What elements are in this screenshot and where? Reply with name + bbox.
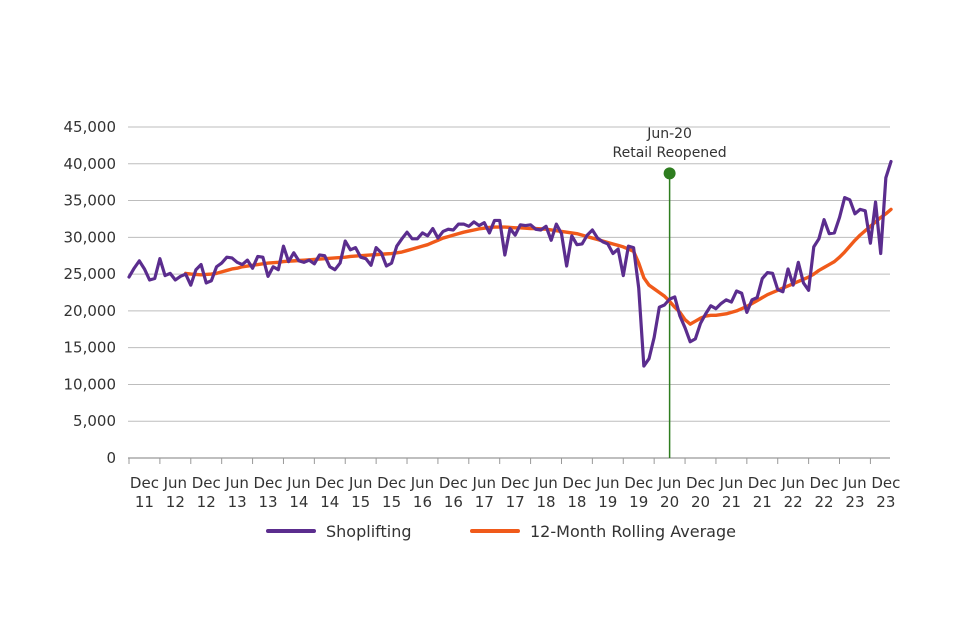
- y-tick-label: 0: [106, 449, 116, 467]
- x-tick-label-month: Dec: [810, 474, 839, 492]
- x-tick-label-month: Jun: [286, 474, 310, 492]
- x-tick-label-year: 17: [506, 493, 525, 511]
- x-tick-label-month: Jun: [595, 474, 619, 492]
- y-tick-label: 30,000: [64, 228, 117, 246]
- x-tick-label-month: Jun: [842, 474, 866, 492]
- x-tick-label-year: 12: [197, 493, 216, 511]
- y-tick-label: 40,000: [64, 155, 117, 173]
- x-tick-label-year: 11: [135, 493, 154, 511]
- x-tick-label-year: 13: [258, 493, 277, 511]
- x-tick-label-year: 23: [876, 493, 895, 511]
- series-lines: [127, 159, 893, 368]
- grid-lines: [128, 126, 890, 422]
- x-tick-label-month: Dec: [562, 474, 591, 492]
- legend: Shoplifting 12-Month Rolling Average: [266, 522, 736, 541]
- x-tick-label-month: Jun: [780, 474, 804, 492]
- x-tick-label-month: Jun: [410, 474, 434, 492]
- x-tick-label-year: 16: [444, 493, 463, 511]
- annotation-label-date: Jun-20: [646, 126, 692, 142]
- x-tick-label-month: Dec: [253, 474, 282, 492]
- x-tick-label-month: Dec: [748, 474, 777, 492]
- x-tick-label-year: 18: [567, 493, 586, 511]
- x-tick-label-month: Dec: [501, 474, 530, 492]
- legend-label-rolling-average: 12-Month Rolling Average: [530, 522, 736, 541]
- x-tick-label-year: 14: [289, 493, 308, 511]
- x-tick-label-year: 17: [475, 493, 494, 511]
- x-tick-label-year: 22: [815, 493, 834, 511]
- x-tick-label-month: Jun: [472, 474, 496, 492]
- x-tick-label-month: Jun: [533, 474, 557, 492]
- x-tick-label-year: 16: [413, 493, 432, 511]
- annotation-marker: [663, 167, 676, 180]
- x-tick-label-year: 19: [629, 493, 648, 511]
- x-tick-label-year: 21: [753, 493, 772, 511]
- x-tick-label-month: Dec: [871, 474, 900, 492]
- x-tick-label-month: Jun: [348, 474, 372, 492]
- y-tick-label: 25,000: [64, 265, 117, 283]
- x-tick-label-month: Dec: [624, 474, 653, 492]
- x-tick-label-month: Dec: [686, 474, 715, 492]
- y-tick-label: 20,000: [64, 302, 117, 320]
- x-tick-label-month: Dec: [315, 474, 344, 492]
- series-line-shoplifting: [127, 159, 893, 368]
- legend-label-shoplifting: Shoplifting: [326, 522, 412, 541]
- series-line-rolling-average: [183, 207, 893, 326]
- y-tick-label: 5,000: [73, 412, 116, 430]
- x-tick-label-year: 23: [845, 493, 864, 511]
- x-tick-label-year: 13: [228, 493, 247, 511]
- x-tick-label-month: Dec: [130, 474, 159, 492]
- x-tick-label-year: 20: [660, 493, 679, 511]
- x-tick-label-year: 15: [351, 493, 370, 511]
- x-tick-label-month: Jun: [163, 474, 187, 492]
- y-tick-label: 35,000: [64, 192, 117, 210]
- x-tick-label-month: Jun: [657, 474, 681, 492]
- y-axis: 0 5,000 10,000 15,000 20,000 25,000 30,000 35,0…: [64, 118, 117, 467]
- x-tick-label-year: 14: [320, 493, 339, 511]
- x-tick-label-month: Dec: [192, 474, 221, 492]
- x-tick-label-year: 19: [598, 493, 617, 511]
- x-tick-label-year: 21: [722, 493, 741, 511]
- x-tick-label-month: Dec: [439, 474, 468, 492]
- x-tick-label-year: 20: [691, 493, 710, 511]
- x-tick-label-year: 18: [536, 493, 555, 511]
- annotation-group: Jun-20 Retail Reopened: [613, 126, 727, 458]
- x-tick-label-year: 15: [382, 493, 401, 511]
- y-tick-label: 10,000: [64, 375, 117, 393]
- x-tick-label-year: 22: [784, 493, 803, 511]
- y-tick-label: 45,000: [64, 118, 117, 136]
- x-axis: Dec11Jun12Dec12Jun13Dec13Jun14Dec14Jun15…: [128, 457, 900, 511]
- x-tick-label-month: Dec: [377, 474, 406, 492]
- annotation-label-event: Retail Reopened: [613, 145, 727, 161]
- x-tick-label-year: 12: [166, 493, 185, 511]
- x-tick-label-month: Jun: [224, 474, 248, 492]
- y-tick-label: 15,000: [64, 339, 117, 357]
- x-tick-label-month: Jun: [719, 474, 743, 492]
